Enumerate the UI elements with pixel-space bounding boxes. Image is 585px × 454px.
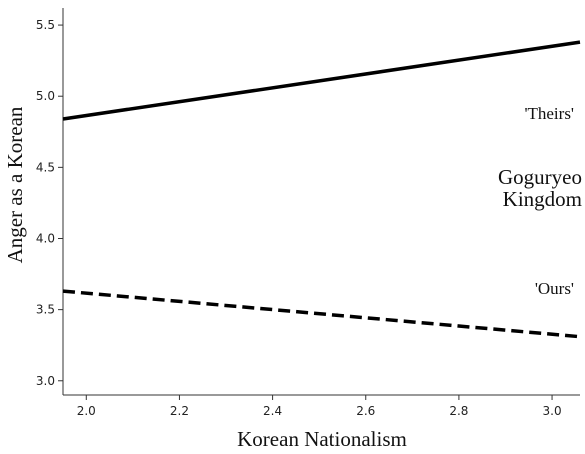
series-line-ours (62, 289, 581, 339)
x-tick-label: 2.4 (263, 404, 282, 418)
x-axis-ticks: 2.0 2.2 2.4 2.6 2.8 3.0 (77, 395, 562, 418)
x-axis-label: Korean Nationalism (237, 427, 407, 451)
series-line-theirs (62, 40, 581, 121)
y-tick-label: 4.0 (36, 231, 55, 245)
x-tick-label: 2.8 (449, 404, 468, 418)
annotation-ours: 'Ours' (535, 279, 574, 298)
y-tick-label: 4.5 (36, 160, 55, 174)
y-tick-label: 5.0 (36, 89, 55, 103)
y-tick-label: 3.5 (36, 303, 55, 317)
axes (62, 8, 580, 396)
y-axis-ticks: 3.0 3.5 4.0 4.5 5.0 5.5 (36, 18, 63, 388)
y-tick-label: 5.5 (36, 18, 55, 32)
annotation-group-line1: Goguryeo (498, 165, 582, 189)
y-tick-label: 3.0 (36, 374, 55, 388)
x-tick-label: 2.2 (170, 404, 189, 418)
x-tick-label: 2.6 (356, 404, 375, 418)
x-tick-label: 3.0 (543, 404, 562, 418)
series-group (62, 40, 581, 339)
x-tick-label: 2.0 (77, 404, 96, 418)
y-axis-label: Anger as a Korean (3, 106, 27, 263)
annotation-group-line2: Kingdom (503, 187, 582, 211)
annotation-theirs: 'Theirs' (524, 104, 574, 123)
